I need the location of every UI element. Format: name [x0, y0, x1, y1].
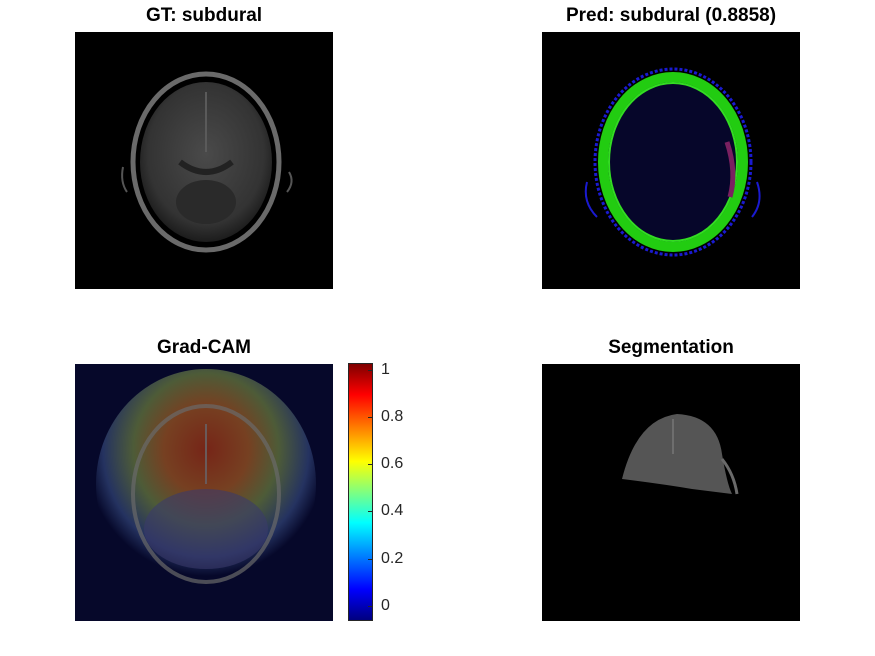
segmentation-image [542, 364, 800, 621]
colorbar-tickmark [368, 370, 372, 371]
colorbar-tick-label: 0.8 [381, 408, 404, 425]
gradcam-heatmap-image [75, 364, 333, 621]
colorbar-tick-label: 0.2 [381, 550, 404, 567]
pred-edge-image [542, 32, 800, 289]
gradcam-panel-title: Grad-CAM [157, 337, 251, 358]
colorbar-tickmark [368, 511, 372, 512]
colorbar-tickmark [368, 559, 372, 560]
colorbar-tickmark [368, 606, 372, 607]
colorbar-tickmark [368, 464, 372, 465]
colorbar-tick-label: 1 [381, 361, 390, 378]
colorbar-tickmark [368, 417, 372, 418]
colorbar-tick-label: 0.4 [381, 502, 404, 519]
colorbar-tick-label: 0.6 [381, 455, 404, 472]
colorbar-tick-label: 0 [381, 597, 390, 614]
pred-panel-title: Pred: subdural (0.8858) [565, 5, 777, 26]
gt-ct-image [75, 32, 333, 289]
seg-panel-title: Segmentation [608, 337, 734, 358]
gt-panel-title: GT: subdural [145, 5, 263, 26]
colorbar [348, 363, 373, 621]
